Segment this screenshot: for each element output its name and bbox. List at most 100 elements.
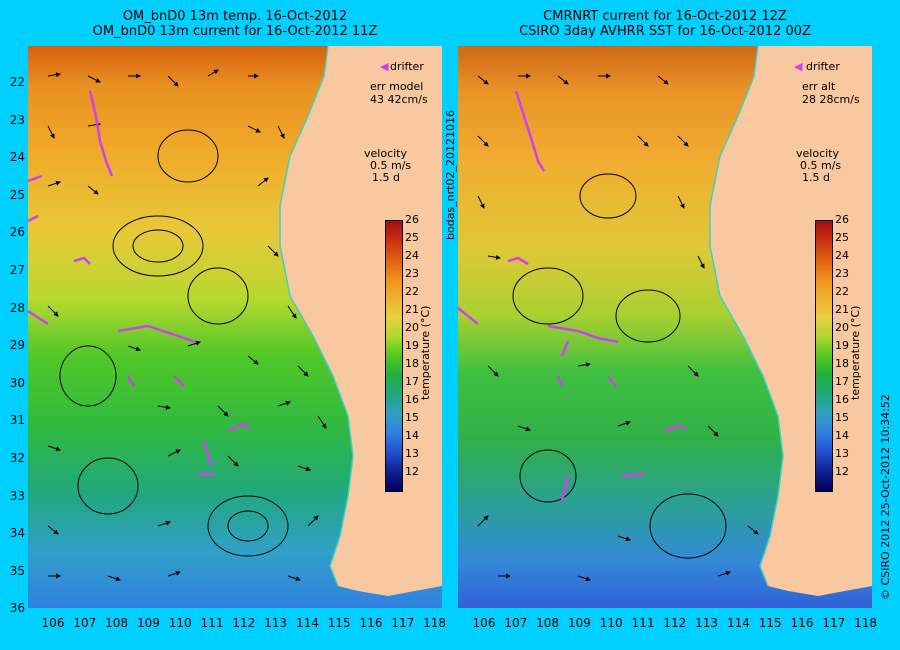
right-coastline — [709, 46, 784, 587]
colorbar-tick-label: 22 — [835, 285, 849, 298]
left-err-label: err model — [370, 80, 424, 93]
left-velocity-time: 1.5 d — [372, 171, 400, 184]
colorbar-tick-label: 25 — [405, 231, 419, 244]
y-tick-label: 23 — [9, 112, 25, 127]
left-drifters — [28, 90, 251, 476]
colorbar-tick-label: 16 — [835, 393, 849, 406]
x-tick-label: 108 — [536, 616, 560, 630]
colorbar-tick-label: 21 — [835, 303, 849, 316]
y-tick-label: 35 — [9, 563, 25, 578]
left-coastline — [279, 46, 354, 587]
right-colorbar-title: temperature (°C) — [849, 305, 862, 400]
y-tick-label: 28 — [9, 300, 25, 315]
x-tick-label: 116 — [790, 616, 814, 630]
right-title-line2: CSIRO 3day AVHRR SST for 16-Oct-2012 00Z — [519, 24, 811, 39]
x-tick-label: 109 — [567, 616, 591, 630]
colorbar-tick-label: 23 — [405, 267, 419, 280]
right-colorbar — [815, 220, 833, 492]
x-tick-label: 109 — [136, 616, 160, 630]
left-map: ◀ — [28, 46, 442, 608]
y-tick-label: 32 — [9, 451, 25, 465]
left-map-svg: ◀ — [28, 46, 442, 608]
right-map-svg: ◀ — [458, 46, 872, 608]
y-tick-label: 33 — [9, 488, 25, 503]
colorbar-tick-label: 25 — [835, 231, 849, 244]
left-legend-drifter: drifter — [390, 60, 424, 73]
right-drifters — [458, 90, 687, 502]
x-tick-label: 118 — [854, 616, 878, 630]
colorbar-tick-label: 20 — [405, 321, 419, 334]
colorbar-tick-label: 26 — [835, 213, 849, 226]
y-tick-label: 29 — [9, 338, 25, 353]
colorbar-tick-label: 13 — [405, 447, 419, 460]
y-tick-label: 22 — [9, 75, 25, 89]
left-title-line1: OM_bnD0 13m temp. 16-Oct-2012 — [122, 9, 348, 24]
right-map: ◀ — [458, 46, 872, 608]
right-velocity-time: 1.5 d — [802, 171, 830, 184]
x-tick-label: 110 — [168, 616, 192, 630]
x-tick-label: 116 — [359, 616, 383, 630]
colorbar-tick-label: 16 — [405, 393, 419, 406]
right-legend-drifter: drifter — [806, 60, 840, 73]
left-velocity-scale: 0.5 m/s — [370, 159, 412, 172]
left-title-line2: OM_bnD0 13m current for 16-Oct-2012 11Z — [92, 24, 378, 39]
left-eddies — [59, 129, 289, 557]
left-err-value: 43 42cm/s — [370, 93, 428, 106]
right-current-arrows — [477, 73, 759, 582]
colorbar-tick-label: 19 — [835, 339, 849, 352]
left-velocity-label: velocity — [364, 147, 407, 160]
colorbar-tick-label: 26 — [405, 213, 419, 226]
x-tick-label: 113 — [695, 616, 719, 630]
y-tick-label: 26 — [9, 225, 25, 240]
right-eddies — [512, 173, 727, 559]
left-colorbar — [385, 220, 403, 492]
colorbar-tick-label: 14 — [835, 429, 849, 442]
side-label: bodas_nrt02_20121016 — [444, 110, 457, 240]
x-tick-label: 117 — [822, 616, 846, 630]
x-tick-label: 111 — [200, 616, 224, 630]
left-current-arrows — [47, 69, 327, 582]
colorbar-tick-label: 18 — [405, 357, 419, 370]
x-tick-label: 106 — [472, 616, 496, 630]
x-tick-label: 117 — [391, 616, 415, 630]
left-colorbar-title: temperature (°C) — [419, 305, 432, 400]
x-tick-label: 115 — [758, 616, 782, 630]
colorbar-tick-label: 24 — [405, 249, 419, 262]
y-tick-label: 25 — [9, 187, 25, 202]
right-velocity-scale: 0.5 m/s — [800, 159, 842, 172]
colorbar-tick-label: 12 — [405, 465, 419, 478]
y-tick-label: 36 — [9, 601, 25, 616]
right-err-value: 28 28cm/s — [802, 93, 860, 106]
right-title-line1: CMRNRT current for 16-Oct-2012 12Z — [543, 9, 787, 24]
colorbar-tick-label: 15 — [405, 411, 419, 424]
x-tick-label: 112 — [232, 616, 256, 630]
colorbar-tick-label: 22 — [405, 285, 419, 298]
colorbar-tick-label: 17 — [835, 375, 849, 388]
x-tick-label: 114 — [295, 616, 319, 630]
credit: © CSIRO 2012 25-Oct-2012 10:34:52 — [879, 394, 892, 600]
right-err-label: err alt — [802, 80, 836, 93]
colorbar-tick-label: 13 — [835, 447, 849, 460]
right-drifter-marker: ◀ — [794, 60, 803, 73]
y-tick-label: 34 — [9, 526, 25, 541]
y-tick-label: 24 — [9, 150, 25, 165]
colorbar-tick-label: 15 — [835, 411, 849, 424]
colorbar-tick-label: 23 — [835, 267, 849, 280]
x-tick-label: 113 — [264, 616, 288, 630]
y-tick-label: 27 — [9, 263, 25, 277]
colorbar-tick-label: 24 — [835, 249, 849, 262]
x-tick-label: 106 — [41, 616, 65, 630]
x-tick-label: 110 — [599, 616, 623, 630]
colorbar-tick-label: 17 — [405, 375, 419, 388]
colorbar-tick-label: 12 — [835, 465, 849, 478]
colorbar-tick-label: 21 — [405, 303, 419, 316]
colorbar-tick-label: 14 — [405, 429, 419, 442]
x-tick-label: 111 — [631, 616, 655, 630]
x-tick-label: 118 — [423, 616, 447, 630]
y-tick-label: 31 — [9, 413, 25, 428]
colorbar-tick-label: 20 — [835, 321, 849, 334]
right-velocity-label: velocity — [796, 147, 839, 160]
x-tick-label: 107 — [504, 616, 528, 630]
x-tick-label: 108 — [105, 616, 129, 630]
x-tick-label: 107 — [73, 616, 97, 630]
